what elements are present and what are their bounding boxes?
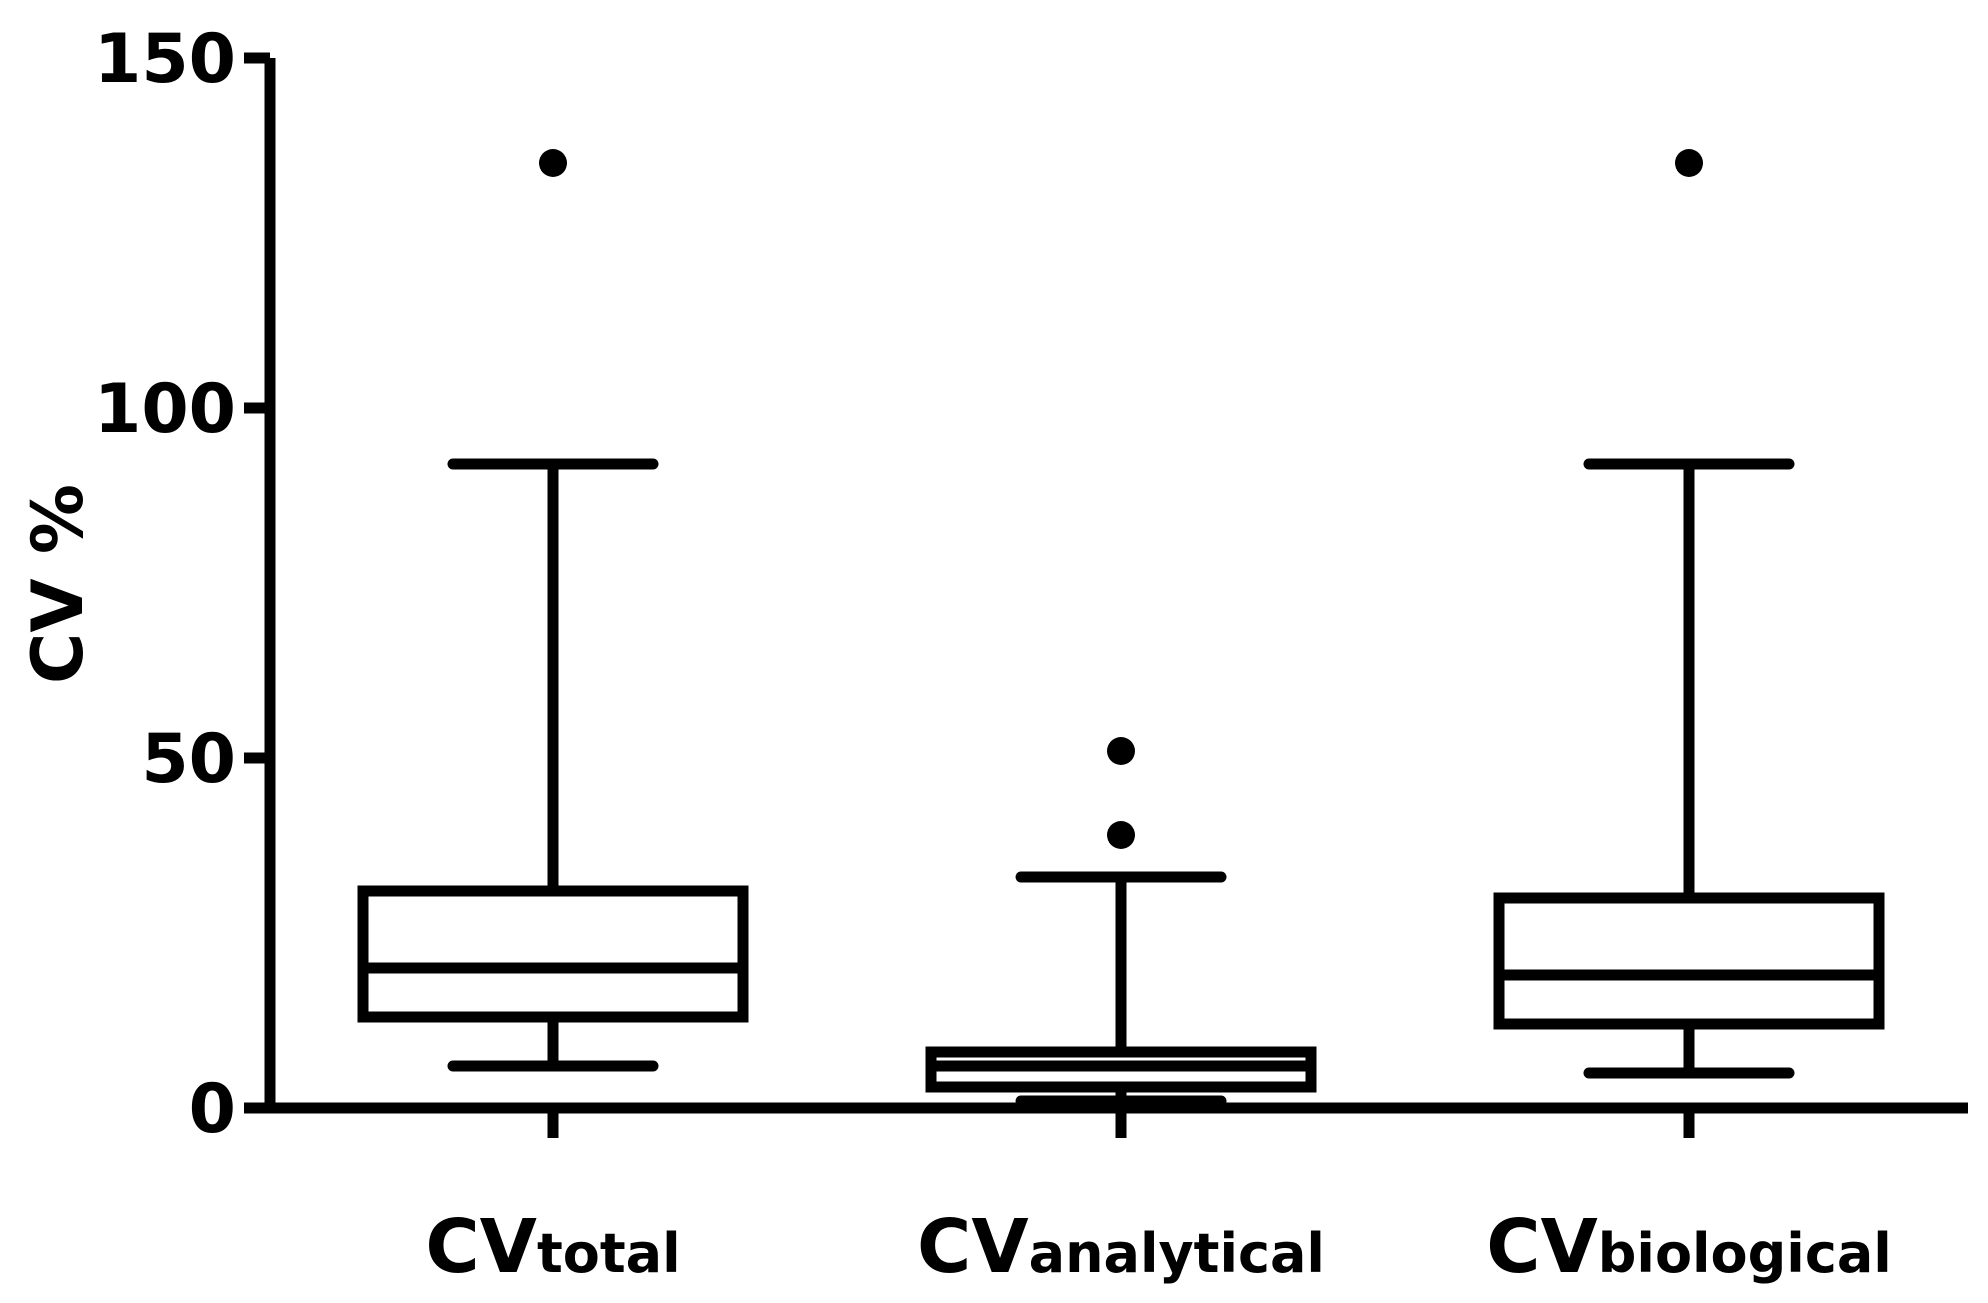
y-axis-title: CV % — [17, 484, 99, 684]
axes — [244, 52, 1968, 1138]
box-biological — [1493, 149, 1885, 1079]
x-category-label-total: CVtotal — [425, 1204, 680, 1290]
category-sub-text: total — [537, 1222, 681, 1285]
y-tick-label-0: 0 — [189, 1070, 236, 1149]
x-category-label-analytical: CVanalytical — [917, 1204, 1325, 1290]
category-main-text: CV — [425, 1204, 537, 1290]
x-category-label-biological: CVbiological — [1486, 1204, 1892, 1290]
outlier-point-1 — [1107, 737, 1135, 765]
outlier-point-0 — [539, 149, 567, 177]
outlier-point-0 — [1107, 821, 1135, 849]
box-total — [357, 149, 749, 1072]
iqr-box — [1493, 892, 1885, 1030]
y-tick-label-50: 50 — [141, 720, 236, 799]
y-tick-label-100: 100 — [94, 370, 236, 449]
boxes — [357, 149, 1885, 1107]
category-sub-text: biological — [1598, 1222, 1892, 1285]
category-main-text: CV — [1486, 1204, 1598, 1290]
outlier-point-0 — [1675, 149, 1703, 177]
box-analytical — [925, 737, 1317, 1107]
y-tick-label-150: 150 — [94, 20, 236, 99]
category-sub-text: analytical — [1029, 1222, 1325, 1285]
category-main-text: CV — [917, 1204, 1029, 1290]
iqr-box — [357, 885, 749, 1023]
